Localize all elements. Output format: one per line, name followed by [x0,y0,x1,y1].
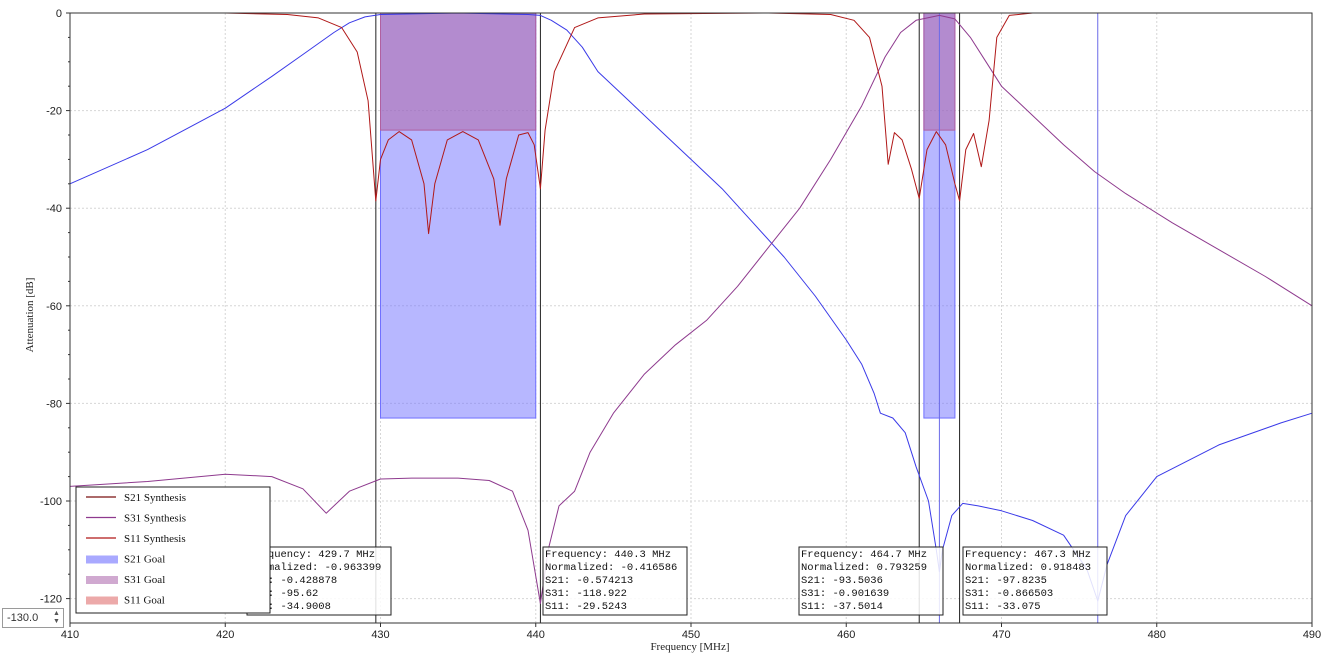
s11-synthesis-line [70,12,1312,235]
legend-label: S31 Goal [124,574,165,586]
legend-label: S11 Synthesis [124,533,186,545]
series-lines [69,12,1313,604]
y-tick-label: -80 [46,398,62,410]
y-min-spin-value[interactable]: -130.0 [7,612,39,624]
spin-up-icon[interactable]: ▲ [53,610,60,617]
y-tick-label: -120 [40,594,62,606]
x-tick-label: 450 [682,629,700,641]
legend-swatch-fill [86,555,118,564]
s11-goal-region [380,12,537,131]
y-tick-label: 0 [56,8,62,20]
marker-readout-line: Normalized: 0.918483 [965,562,1091,574]
marker-box-frame [542,546,688,616]
marker-readout-line: Normalized: -0.416586 [545,562,677,574]
marker-readout-line: S31: -0.901639 [801,588,889,600]
x-tick-label: 460 [837,629,855,641]
spin-buttons: ▲ ▼ [51,610,62,626]
x-axis-title: Frequency [MHz] [650,641,729,653]
tick-labels: 410 420 430 440 450 460 470 480 490 0 -20 -40 -60 -80… [40,8,1321,641]
spin-down-icon[interactable]: ▼ [53,618,60,625]
marker-readout-line: S11: -29.5243 [545,601,627,613]
x-tick-label: 490 [1303,629,1321,641]
x-tick-label: 410 [61,629,79,641]
marker-readout-line: Frequency: 429.7 MHz [249,549,375,561]
marker-readout-line: S11: -33.075 [965,601,1041,613]
y-tick-label: -40 [46,203,62,215]
x-tick-label: 420 [216,629,234,641]
marker-readout-line: S31: -118.922 [545,588,627,600]
marker-readout-line: S21: -97.8235 [965,575,1047,587]
marker-readout-line: S31: -0.866503 [965,588,1053,600]
marker-readout-line: Normalized: 0.793259 [801,562,927,574]
legend-label: S11 Goal [124,595,165,607]
marker-readout-line: Frequency: 440.3 MHz [545,549,671,561]
s31-synthesis-line [69,14,1313,604]
x-tick-label: 480 [1148,629,1166,641]
cursor-lines [375,13,1099,623]
marker-readout-line: Frequency: 464.7 MHz [801,549,927,561]
legend-swatch-fill [86,596,118,605]
y-tick-label: -60 [46,301,62,313]
x-tick-label: 440 [527,629,545,641]
marker-box-frame [798,546,944,616]
y-tick-label: -100 [40,496,62,508]
marker-readout-line: S21: -0.428878 [249,575,337,587]
marker-readout-line: S11: -37.5014 [801,601,883,613]
marker-readout-line: S21: -0.574213 [545,575,633,587]
marker-readout-line: Frequency: 467.3 MHz [965,549,1091,561]
y-tick-label: -20 [46,106,62,118]
legend-frame [75,486,271,614]
y-axis-title: Attenuation [dB] [24,278,36,353]
y-min-spinbox[interactable]: -130.0 ▲ ▼ [2,608,64,628]
legend-label: S31 Synthesis [124,513,186,525]
goal-regions [380,12,956,419]
s21-synthesis-line [69,12,1313,602]
x-tick-label: 470 [992,629,1010,641]
legend-label: S21 Goal [124,554,165,566]
marker-readout-line: Normalized: -0.963399 [249,562,381,574]
marker-box-frame [962,546,1108,616]
legend: S21 Synthesis S31 Synthesis S11 Synthesis S… [75,486,271,614]
x-tick-label: 430 [371,629,389,641]
legend-swatch-fill [86,576,118,584]
legend-label: S21 Synthesis [124,492,186,504]
marker-box-frame [246,546,392,616]
axes-frame [66,12,1313,627]
marker-readout-line: S21: -93.5036 [801,575,883,587]
